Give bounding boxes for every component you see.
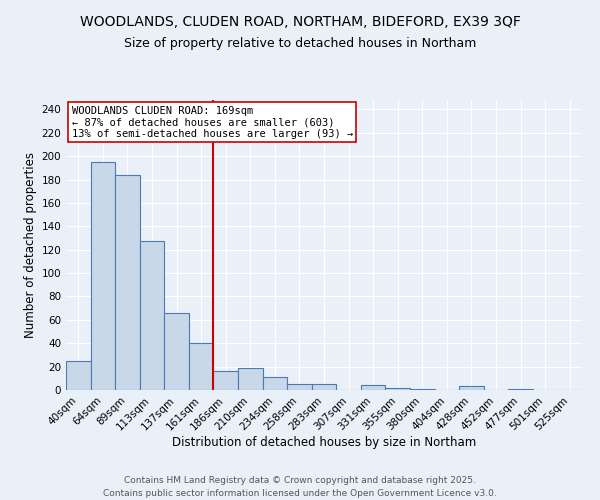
Bar: [312, 384, 336, 390]
Bar: [140, 242, 164, 390]
Text: Contains HM Land Registry data © Crown copyright and database right 2025.
Contai: Contains HM Land Registry data © Crown c…: [103, 476, 497, 498]
Bar: [164, 313, 189, 390]
Bar: [508, 389, 533, 390]
Bar: [214, 372, 238, 390]
Bar: [263, 377, 287, 390]
Bar: [385, 388, 410, 390]
Bar: [410, 389, 434, 390]
Y-axis label: Number of detached properties: Number of detached properties: [24, 152, 37, 338]
Text: WOODLANDS, CLUDEN ROAD, NORTHAM, BIDEFORD, EX39 3QF: WOODLANDS, CLUDEN ROAD, NORTHAM, BIDEFOR…: [80, 15, 520, 29]
Text: Size of property relative to detached houses in Northam: Size of property relative to detached ho…: [124, 38, 476, 51]
Bar: [459, 386, 484, 390]
X-axis label: Distribution of detached houses by size in Northam: Distribution of detached houses by size …: [172, 436, 476, 449]
Bar: [115, 175, 140, 390]
Bar: [189, 343, 214, 390]
Text: WOODLANDS CLUDEN ROAD: 169sqm
← 87% of detached houses are smaller (603)
13% of : WOODLANDS CLUDEN ROAD: 169sqm ← 87% of d…: [71, 106, 353, 139]
Bar: [66, 361, 91, 390]
Bar: [361, 386, 385, 390]
Bar: [287, 384, 312, 390]
Bar: [91, 162, 115, 390]
Bar: [238, 368, 263, 390]
